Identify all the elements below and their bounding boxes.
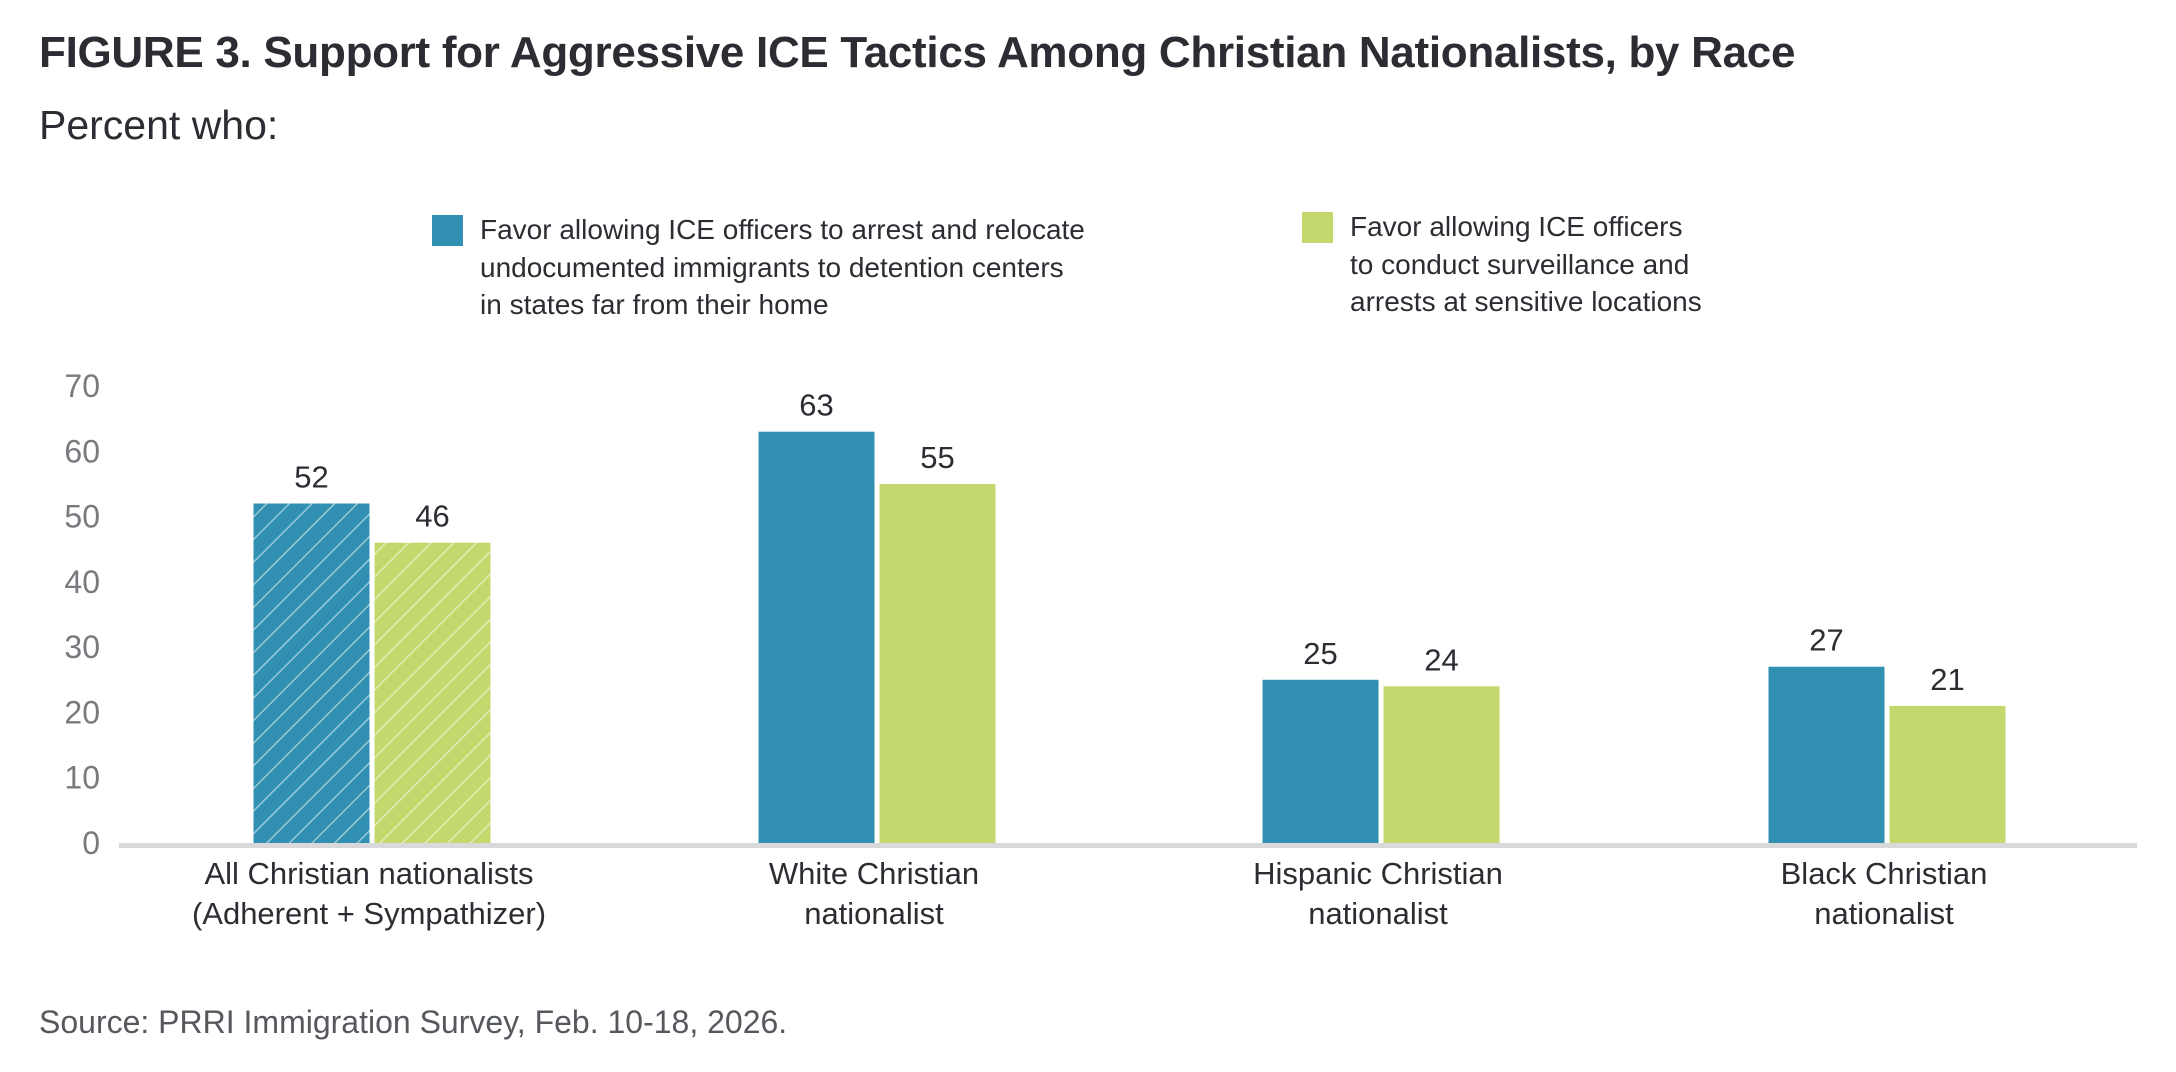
legend-label: Favor allowing ICE officers to conduct s… xyxy=(1350,211,1702,317)
x-category-label: White Christian xyxy=(769,856,979,891)
chart-subtitle: Percent who: xyxy=(39,102,279,148)
y-tick-label: 30 xyxy=(64,629,100,665)
bar-hatch-overlay xyxy=(253,503,370,843)
bar-arrest-relocate xyxy=(1768,666,1885,843)
x-axis-baseline xyxy=(119,843,2137,848)
y-tick-label: 20 xyxy=(64,694,100,730)
x-category-label: Black Christian xyxy=(1781,856,1988,891)
source-note: Source: PRRI Immigration Survey, Feb. 10… xyxy=(39,1004,788,1040)
x-category-label: All Christian nationalists xyxy=(204,856,533,891)
data-label: 55 xyxy=(920,440,954,475)
y-tick-label: 40 xyxy=(64,564,100,600)
x-category-label: nationalist xyxy=(1814,896,1954,931)
legend-swatch-blue xyxy=(432,215,463,246)
x-category-label: nationalist xyxy=(1308,896,1448,931)
data-label: 21 xyxy=(1930,662,1964,697)
x-category-label: Hispanic Christian xyxy=(1253,856,1503,891)
bar-surveillance xyxy=(1383,686,1500,843)
bar-hatch-overlay xyxy=(374,542,491,843)
x-axis: All Christian nationalists (Adherent + Sy… xyxy=(119,843,2137,931)
legend-item-arrest-relocate: Favor allowing ICE officers to arrest an… xyxy=(432,211,1085,324)
bar-arrest-relocate xyxy=(758,431,875,843)
data-label: 25 xyxy=(1303,636,1337,671)
bar-surveillance xyxy=(1889,705,2006,843)
y-tick-label: 10 xyxy=(64,760,100,796)
y-axis: 0 10 20 30 40 50 60 70 xyxy=(64,368,100,861)
x-category-label: (Adherent + Sympathizer) xyxy=(192,896,546,931)
data-label: 24 xyxy=(1424,642,1458,677)
data-label: 27 xyxy=(1809,623,1843,658)
data-label: 63 xyxy=(799,388,833,423)
bar-surveillance xyxy=(879,483,996,843)
y-tick-label: 70 xyxy=(64,368,100,404)
bars: 52 63 25 27 46 55 24 21 xyxy=(253,388,2006,843)
bar-arrest-relocate xyxy=(1262,679,1379,843)
legend-item-surveillance: Favor allowing ICE officers to conduct s… xyxy=(1302,208,1702,321)
x-category-label: nationalist xyxy=(804,896,944,931)
y-tick-label: 60 xyxy=(64,433,100,469)
y-tick-label: 0 xyxy=(82,825,100,861)
data-label: 46 xyxy=(415,499,449,534)
y-tick-label: 50 xyxy=(64,499,100,535)
legend-label: Favor allowing ICE officers to arrest an… xyxy=(480,214,1085,320)
data-label: 52 xyxy=(294,460,328,495)
chart-title: FIGURE 3. Support for Aggressive ICE Tac… xyxy=(39,28,1796,77)
legend-swatch-green xyxy=(1302,212,1333,243)
